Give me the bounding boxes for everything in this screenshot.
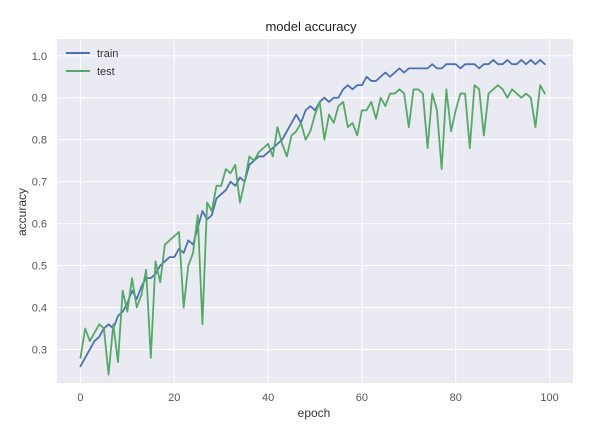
grid-lines: [57, 39, 573, 383]
legend: train test: [66, 48, 118, 78]
y-tick-label: 0.6: [32, 219, 47, 231]
y-axis-label: accuracy: [15, 188, 29, 236]
y-tick-label: 0.4: [32, 302, 47, 314]
series-lines: [79, 59, 546, 376]
plot-background: [57, 39, 573, 383]
x-tick-label: 40: [262, 392, 274, 404]
y-tick-label: 0.5: [32, 261, 47, 273]
y-tick-label: 0.8: [32, 135, 47, 147]
y-tick-label: 0.7: [32, 177, 47, 189]
chart-title: model accuracy: [265, 19, 357, 34]
x-axis-label: epoch: [298, 406, 331, 420]
x-tick-label: 80: [450, 392, 462, 404]
x-tick-label: 60: [356, 392, 368, 404]
y-tick-label: 0.9: [32, 93, 47, 105]
x-tick-label: 100: [540, 392, 558, 404]
y-tick-label: 1.0: [32, 51, 47, 63]
series-line-test: [79, 84, 546, 376]
x-tick-label: 20: [168, 392, 180, 404]
y-tick-label: 0.3: [32, 344, 47, 356]
x-tick-labels: 0 20 40 60 80 100: [77, 392, 558, 404]
y-tick-labels: 0.3 0.4 0.5 0.6 0.7 0.8 0.9 1.0: [32, 51, 47, 357]
legend-label-train: train: [97, 48, 118, 60]
x-tick-label: 0: [77, 392, 83, 404]
legend-label-test: test: [97, 66, 115, 78]
